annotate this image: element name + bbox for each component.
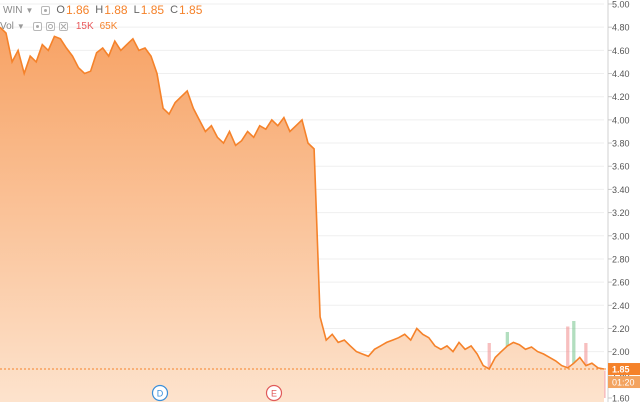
- high-value: 1.88: [104, 3, 128, 17]
- volume-ma-short: 15K: [75, 20, 94, 32]
- countdown-label: 01:20: [612, 378, 635, 388]
- high-label: H: [95, 4, 104, 16]
- event-marker-label: D: [157, 389, 164, 399]
- price-tick-label: 4.80: [612, 23, 630, 33]
- price-tick-label: 3.80: [612, 139, 630, 149]
- gear-icon[interactable]: [45, 21, 55, 31]
- eye-icon[interactable]: [32, 21, 42, 31]
- volume-ma-long: 65K: [99, 20, 118, 32]
- price-tick-label: 4.20: [612, 92, 630, 102]
- eye-icon[interactable]: [41, 5, 51, 15]
- price-tick-label: 2.80: [612, 254, 630, 264]
- price-tick-label: 2.40: [612, 301, 630, 311]
- legend-main: WIN ▼ O 1.86 H 1.88 L 1.85 C 1.85: [0, 2, 202, 18]
- event-marker-e[interactable]: E: [265, 384, 283, 402]
- open-label: O: [56, 4, 65, 16]
- symbol-label[interactable]: WIN: [3, 4, 23, 16]
- price-tick-label: 3.00: [612, 231, 630, 241]
- legend-volume: Vol ▼ 15K 65K: [0, 18, 117, 34]
- price-tick-label: 4.60: [612, 46, 630, 56]
- low-value: 1.85: [140, 3, 165, 17]
- price-tick-label: 4.00: [612, 115, 630, 125]
- price-tick-label: 1.80: [612, 370, 630, 380]
- last-price-badge: [608, 363, 640, 376]
- close-icon[interactable]: [58, 21, 68, 31]
- volume-bar: [566, 326, 570, 398]
- open-value: 1.86: [65, 3, 90, 17]
- chevron-down-icon[interactable]: ▼: [16, 21, 25, 31]
- close-label: C: [170, 4, 179, 16]
- price-tick-label: 2.20: [612, 324, 630, 334]
- price-tick-label: 1.60: [612, 394, 630, 402]
- chevron-down-icon[interactable]: ▼: [25, 5, 34, 15]
- price-tick-label: 3.20: [612, 208, 630, 218]
- event-marker-label: E: [271, 389, 277, 399]
- close-value: 1.85: [179, 3, 203, 17]
- low-label: L: [133, 4, 140, 16]
- price-axis: 5.00 4.80 4.60 4.40 4.20 4.00 3.80 3.60 3.40 3.20…: [607, 0, 640, 402]
- volume-label[interactable]: Vol: [0, 20, 14, 32]
- price-tick-label: 3.40: [612, 185, 630, 195]
- event-marker-d[interactable]: D: [151, 384, 169, 402]
- price-line: [0, 26, 605, 371]
- volume-bar: [572, 321, 576, 398]
- price-tick-label: 2.00: [612, 347, 630, 357]
- price-tick-label: 4.40: [612, 69, 630, 79]
- last-price-label: 1.85: [612, 365, 630, 375]
- price-area: [0, 27, 604, 402]
- price-tick-label: 3.60: [612, 162, 630, 172]
- countdown-badge: [608, 376, 640, 389]
- price-tick-label: 2.60: [612, 278, 630, 288]
- price-tick-label: 5.00: [612, 0, 630, 10]
